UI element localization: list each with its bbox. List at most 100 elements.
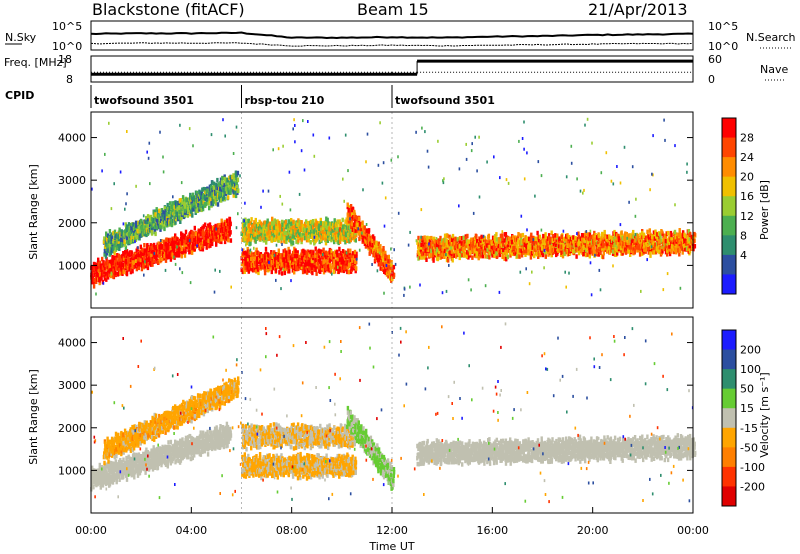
echo-cell bbox=[227, 226, 230, 231]
echo-cell bbox=[134, 256, 138, 262]
echo-cell bbox=[303, 228, 307, 233]
echo-cell bbox=[145, 255, 148, 261]
echo-cell bbox=[253, 265, 257, 271]
echo-cell bbox=[341, 217, 344, 223]
echo-cell bbox=[292, 260, 295, 265]
echo-cell bbox=[647, 250, 650, 255]
echo-cell bbox=[353, 215, 356, 221]
echo-cell bbox=[428, 239, 432, 244]
echo-cell bbox=[534, 241, 537, 246]
echo-cell bbox=[370, 238, 373, 243]
echo-cell bbox=[384, 250, 387, 256]
echo-cell bbox=[347, 219, 351, 224]
echo-cell bbox=[145, 227, 148, 233]
echo-cell bbox=[625, 248, 628, 254]
echo-cell bbox=[271, 251, 274, 257]
echo-cell bbox=[318, 226, 321, 232]
echo-cell bbox=[350, 221, 354, 226]
echo-cell bbox=[330, 223, 333, 229]
echo-cell bbox=[124, 258, 128, 264]
echo-cell bbox=[243, 223, 246, 229]
echo-cell bbox=[265, 240, 268, 245]
echo-cell bbox=[495, 246, 499, 252]
echo-cell bbox=[586, 252, 589, 257]
echo-cell bbox=[536, 240, 539, 245]
echo-cell bbox=[488, 255, 491, 260]
echo-cell bbox=[271, 254, 274, 259]
echo-cell bbox=[632, 250, 635, 256]
echo-cell bbox=[200, 207, 203, 213]
echo-cell bbox=[153, 224, 157, 229]
echo-cell bbox=[102, 239, 106, 244]
echo-cell bbox=[291, 257, 294, 262]
echo-cell bbox=[222, 222, 225, 227]
echo-cell bbox=[547, 247, 550, 252]
echo-cell bbox=[283, 235, 286, 241]
echo-cell bbox=[347, 214, 351, 220]
echo-cell bbox=[494, 235, 497, 241]
echo-cell bbox=[517, 232, 520, 237]
echo-cell bbox=[376, 255, 379, 261]
echo-cell bbox=[563, 251, 566, 257]
echo-cell bbox=[281, 222, 284, 228]
echo-cell bbox=[319, 221, 323, 226]
echo-cell bbox=[282, 249, 285, 254]
echo-cell bbox=[290, 221, 293, 226]
echo-cell bbox=[565, 234, 568, 239]
echo-cell bbox=[195, 205, 198, 210]
echo-cell bbox=[292, 229, 295, 234]
echo-cell bbox=[251, 224, 254, 229]
echo-cell bbox=[340, 230, 343, 236]
echo-cell bbox=[280, 271, 284, 276]
echo-cell bbox=[340, 268, 344, 273]
echo-cell bbox=[562, 244, 566, 250]
echo-cell bbox=[346, 202, 349, 207]
echo-cell bbox=[123, 239, 126, 244]
echo-cell bbox=[253, 235, 256, 240]
echo-cell bbox=[123, 229, 127, 234]
echo-cell bbox=[317, 248, 321, 254]
echo-cell bbox=[202, 194, 205, 200]
echo-cell bbox=[227, 221, 230, 226]
echo-cell bbox=[421, 235, 424, 241]
echo-cell bbox=[141, 229, 144, 234]
echo-cell bbox=[515, 240, 519, 245]
echo-cell bbox=[128, 227, 131, 232]
echo-cell bbox=[186, 237, 189, 242]
echo-cell bbox=[227, 234, 230, 239]
echo-cell bbox=[347, 263, 351, 269]
echo-cell bbox=[547, 235, 551, 241]
echo-cell bbox=[648, 228, 651, 233]
echo-cell bbox=[534, 247, 537, 252]
echo-cell bbox=[616, 241, 619, 247]
echo-cell bbox=[333, 263, 336, 268]
echo-cell bbox=[656, 248, 660, 253]
echo-cell bbox=[477, 255, 480, 261]
echo-cell bbox=[536, 230, 539, 236]
echo-cell bbox=[269, 254, 272, 260]
echo-cell bbox=[668, 240, 671, 246]
echo-cell bbox=[424, 251, 427, 257]
echo-cell bbox=[271, 216, 274, 222]
echo-cell bbox=[388, 259, 391, 264]
echo-cell bbox=[206, 229, 209, 235]
echo-cell bbox=[603, 229, 606, 235]
echo-cell bbox=[140, 221, 143, 227]
echo-cell bbox=[542, 240, 545, 246]
echo-cell bbox=[99, 267, 102, 273]
echo-cell bbox=[476, 253, 479, 258]
echo-cell bbox=[254, 239, 257, 244]
echo-cell bbox=[115, 257, 118, 262]
echo-cell bbox=[241, 237, 244, 242]
echo-cell bbox=[206, 188, 209, 193]
echo-cell bbox=[257, 270, 260, 276]
echo-cell bbox=[336, 229, 339, 235]
echo-cell bbox=[145, 215, 148, 221]
echo-cell bbox=[155, 252, 159, 257]
echo-cell bbox=[543, 240, 547, 245]
echo-cell bbox=[446, 255, 450, 261]
echo-cell bbox=[240, 267, 243, 272]
echo-cell bbox=[448, 234, 451, 240]
echo-cell bbox=[339, 221, 343, 227]
echo-cell bbox=[602, 250, 605, 256]
